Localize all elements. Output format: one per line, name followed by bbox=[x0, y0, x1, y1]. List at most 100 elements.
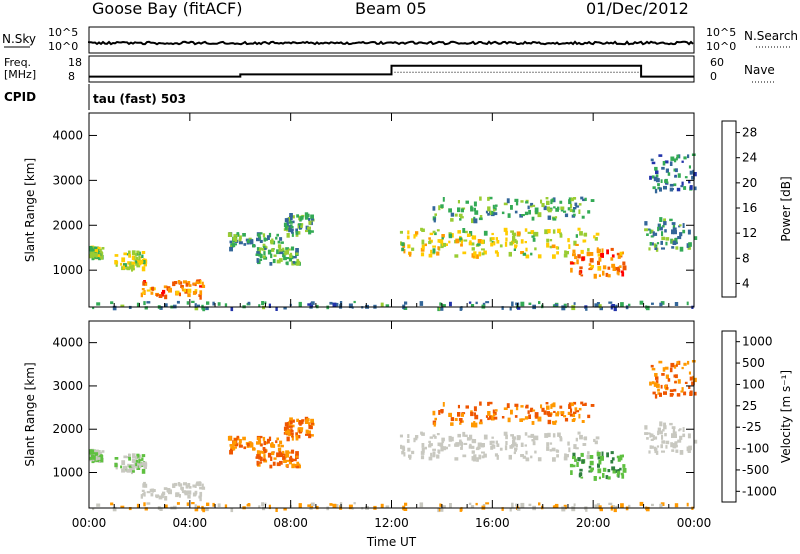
velocity-cell bbox=[494, 453, 498, 457]
velocity-cell bbox=[483, 453, 487, 458]
power-cell bbox=[432, 230, 436, 234]
power-cell bbox=[114, 254, 119, 257]
velocity-cell bbox=[663, 422, 666, 427]
power-cell bbox=[279, 237, 283, 241]
power-cell bbox=[138, 262, 142, 266]
velocity-cell bbox=[672, 444, 677, 449]
velocity-cell bbox=[408, 455, 412, 460]
power-cell bbox=[552, 229, 556, 234]
power-cell bbox=[554, 216, 558, 219]
velocity-cell bbox=[617, 469, 620, 472]
power-cell bbox=[575, 243, 579, 246]
velocity-cell bbox=[183, 482, 187, 486]
power-cell bbox=[491, 232, 494, 236]
power-cell bbox=[288, 221, 293, 224]
velocity-cell bbox=[537, 457, 542, 462]
velocity-cell bbox=[162, 491, 166, 496]
power-cell bbox=[224, 303, 228, 307]
power-cell bbox=[122, 265, 125, 270]
velocity-cell bbox=[589, 469, 594, 472]
velocity-cell bbox=[646, 437, 649, 440]
power-cell bbox=[574, 202, 578, 206]
velocity-cell bbox=[256, 454, 260, 457]
velocity-cell bbox=[290, 429, 294, 433]
velocity-cell bbox=[156, 495, 159, 499]
power-cell bbox=[239, 235, 242, 240]
velocity-cell bbox=[513, 442, 517, 447]
power-cell bbox=[185, 282, 189, 287]
velocity-cell bbox=[414, 436, 418, 441]
velocity-cell bbox=[233, 446, 237, 449]
power-cell bbox=[581, 256, 585, 261]
power-cell bbox=[509, 241, 513, 246]
power-cell bbox=[142, 281, 145, 286]
velocity-cell bbox=[492, 409, 495, 414]
velocity-cell bbox=[527, 435, 532, 438]
power-cell bbox=[684, 176, 688, 179]
power-cell bbox=[308, 220, 312, 225]
velocity-cell bbox=[434, 417, 437, 421]
velocity-cell bbox=[650, 438, 654, 441]
velocity-cell bbox=[168, 489, 172, 495]
power-cell bbox=[550, 199, 553, 205]
velocity-cell bbox=[552, 457, 556, 462]
power-cell bbox=[473, 251, 477, 256]
power-cell bbox=[534, 231, 539, 237]
power-cell bbox=[659, 302, 663, 307]
velocity-cell bbox=[549, 449, 552, 452]
power-cell bbox=[555, 207, 559, 212]
power-cell bbox=[559, 232, 562, 235]
power-cell bbox=[473, 207, 476, 212]
power-cell bbox=[132, 267, 135, 271]
velocity-cell bbox=[279, 440, 283, 445]
velocity-cell bbox=[552, 433, 556, 438]
velocity-cell bbox=[257, 436, 260, 441]
freq-label: Freq. bbox=[4, 56, 31, 69]
power-cell bbox=[291, 220, 295, 224]
power-cell bbox=[594, 303, 599, 308]
power-cell bbox=[654, 188, 658, 194]
velocity-cell bbox=[575, 437, 578, 442]
power-cell bbox=[404, 301, 408, 305]
power-cell bbox=[176, 300, 180, 304]
velocity-cell bbox=[602, 473, 605, 478]
velocity-cell bbox=[450, 422, 454, 426]
velocity-cell bbox=[593, 476, 597, 481]
power-colorbar-title: Power [dB] bbox=[779, 176, 793, 241]
power-cell bbox=[469, 231, 473, 236]
velocity-cell bbox=[128, 457, 131, 461]
velocity-cell bbox=[554, 505, 559, 508]
power-cell bbox=[677, 236, 682, 240]
power-cell bbox=[127, 261, 130, 265]
power-cell bbox=[612, 266, 616, 271]
power-cell bbox=[297, 223, 302, 226]
velocity-colorbar-label: -500 bbox=[742, 463, 769, 477]
power-cell bbox=[457, 207, 461, 213]
power-cell bbox=[546, 206, 550, 211]
nave-tick-high: 60 bbox=[710, 56, 724, 69]
velocity-cell bbox=[123, 465, 127, 470]
power-cell bbox=[197, 304, 200, 308]
velocity-cell bbox=[570, 408, 573, 413]
velocity-cell bbox=[268, 436, 272, 441]
power-cell bbox=[433, 218, 436, 223]
power-cell bbox=[473, 218, 478, 224]
velocity-cell bbox=[649, 433, 652, 438]
power-cell bbox=[689, 185, 693, 190]
power-cell bbox=[564, 213, 569, 218]
velocity-cell bbox=[434, 436, 437, 439]
power-cell bbox=[605, 272, 609, 277]
velocity-cell bbox=[676, 393, 681, 397]
power-cell bbox=[649, 242, 652, 246]
power-cell bbox=[687, 154, 690, 159]
power-cell bbox=[489, 237, 493, 242]
velocity-cell bbox=[553, 410, 556, 413]
power-ytick-label: 1000 bbox=[52, 263, 83, 277]
power-cell bbox=[473, 201, 477, 207]
velocity-cell bbox=[657, 430, 660, 436]
velocity-cell bbox=[140, 494, 143, 499]
velocity-cell bbox=[524, 432, 528, 436]
x-tick-label: 04:00 bbox=[173, 516, 208, 530]
velocity-cell bbox=[308, 424, 312, 429]
velocity-cell bbox=[644, 432, 649, 435]
